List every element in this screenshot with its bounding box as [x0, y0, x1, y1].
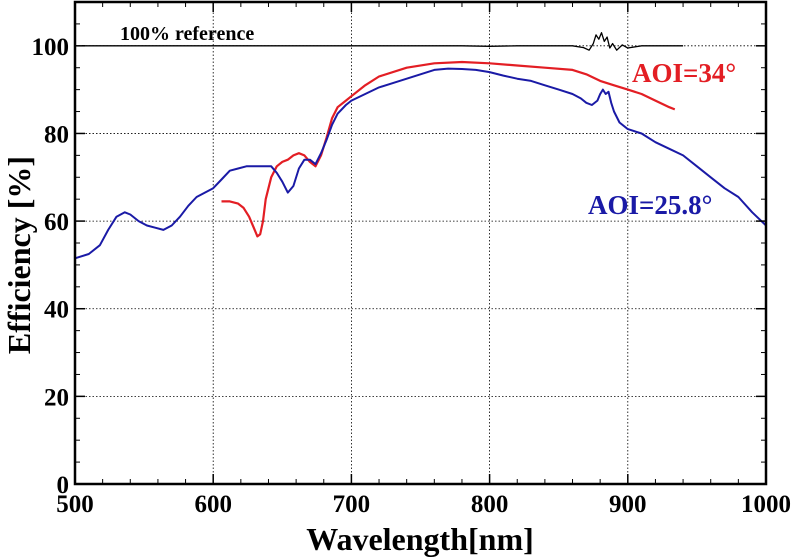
aoi-34-label: AOI=34° [632, 58, 736, 88]
y-tick-label: 80 [44, 121, 69, 148]
x-tick-label: 500 [56, 491, 94, 518]
series-layer [74, 32, 767, 260]
x-tick-label: 1000 [741, 491, 791, 518]
x-tick-label: 700 [333, 491, 371, 518]
x-axis-title: Wavelength[nm] [306, 521, 534, 557]
x-tick-label: 800 [471, 491, 509, 518]
y-tick-label: 20 [44, 384, 69, 411]
y-tick-label: 100 [32, 34, 70, 61]
reference-label: 100% reference [120, 23, 254, 45]
y-tick-label: 60 [44, 209, 69, 236]
x-tick-label: 600 [194, 491, 232, 518]
tick-marks [74, 2, 767, 485]
aoi-25-8-line [74, 67, 767, 260]
y-axis-title: Efficiency [%] [1, 156, 37, 354]
aoi-25-8-label: AOI=25.8° [588, 190, 712, 220]
tick-labels: 500 600 700 800 900 1000 0 20 40 60 80 100 [32, 34, 792, 518]
aoi-34-line [221, 60, 676, 238]
y-tick-label: 0 [57, 472, 70, 499]
reference-line [81, 32, 684, 51]
x-tick-label: 900 [609, 491, 647, 518]
y-tick-label: 40 [44, 297, 69, 324]
